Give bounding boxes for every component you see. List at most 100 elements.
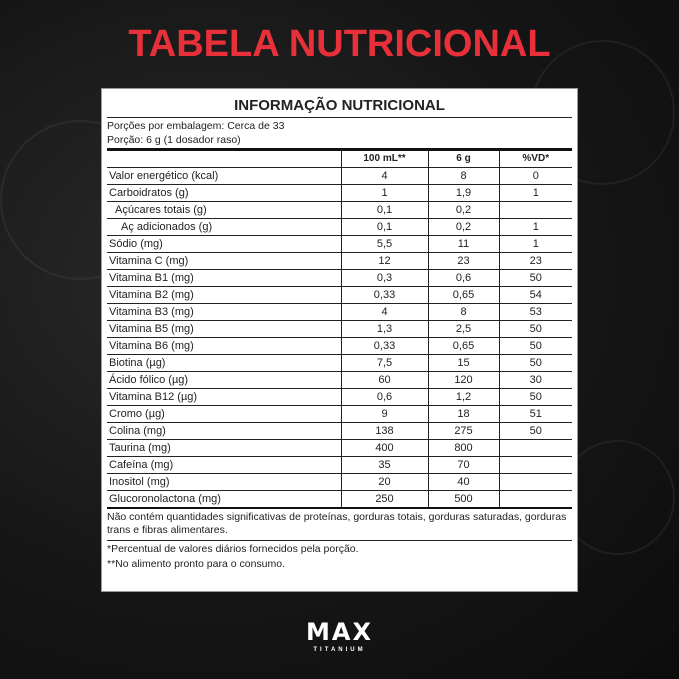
table-row: Vitamina B12 (µg) 0,6 1,2 50 <box>107 388 572 406</box>
table-row: Vitamina C (mg) 12 23 23 <box>107 252 572 270</box>
nutrient-value: 0,6 <box>427 269 499 287</box>
nutrient-value: 4 <box>340 167 428 185</box>
nutrient-name: Colina (mg) <box>107 422 341 440</box>
nutrient-value: 1 <box>498 184 572 202</box>
nutrient-name: Glucoronolactona (mg) <box>107 490 341 509</box>
nutrient-value: 0,1 <box>340 218 428 236</box>
portion-size: Porção: 6 g (1 dosador raso) <box>107 134 241 146</box>
nutrient-value: 70 <box>427 456 499 474</box>
table-row: Vitamina B6 (mg) 0,33 0,65 50 <box>107 337 572 355</box>
nutrient-name: Açúcares totais (g) <box>107 201 341 219</box>
nutrient-value: 53 <box>498 303 572 321</box>
table-row: Colina (mg) 138 275 50 <box>107 422 572 440</box>
nutrient-name: Taurina (mg) <box>107 439 341 457</box>
nutrient-name: Vitamina B1 (mg) <box>107 269 341 287</box>
nutrient-value: 800 <box>427 439 499 457</box>
not-significant-note: Não contém quantidades significativas de… <box>107 509 572 541</box>
nutrient-value: 11 <box>427 235 499 253</box>
nutrient-value: 12 <box>340 252 428 270</box>
nutrient-value <box>498 490 572 509</box>
nutrient-value: 4 <box>340 303 428 321</box>
nutrient-value: 1,9 <box>427 184 499 202</box>
nutrient-value: 0,65 <box>427 286 499 304</box>
nutrient-name: Cromo (µg) <box>107 405 341 423</box>
nutrient-value: 0 <box>498 167 572 185</box>
nutrient-name: Sódio (mg) <box>107 235 341 253</box>
nutrient-value: 15 <box>427 354 499 372</box>
table-row: Biotina (µg) 7,5 15 50 <box>107 354 572 372</box>
table-row: Cafeína (mg) 35 70 <box>107 456 572 474</box>
table-header-row: 100 mL** 6 g %VD* <box>107 149 572 168</box>
brand-logo: MAX TITANIUM <box>0 618 679 655</box>
nutrient-value: 400 <box>340 439 428 457</box>
nutrient-value: 2,5 <box>427 320 499 338</box>
nutrition-label: INFORMAÇÃO NUTRICIONAL Porções por embal… <box>101 88 578 592</box>
table-row: Aç adicionados (g) 0,1 0,2 1 <box>107 218 572 236</box>
nutrient-name: Carboidratos (g) <box>107 184 341 202</box>
nutrient-value: 50 <box>498 269 572 287</box>
servings-per-package: Porções por embalagem: Cerca de 33 <box>107 120 285 132</box>
nutrient-value: 9 <box>340 405 428 423</box>
nutrient-name: Valor energético (kcal) <box>107 167 341 185</box>
nutrient-value: 1,2 <box>427 388 499 406</box>
table-row: Inositol (mg) 20 40 <box>107 473 572 491</box>
nutrient-value <box>498 456 572 474</box>
nutrient-value: 0,1 <box>340 201 428 219</box>
nutrient-value: 0,33 <box>340 286 428 304</box>
nutrient-value: 50 <box>498 354 572 372</box>
nutrient-value: 23 <box>427 252 499 270</box>
nutrient-name: Vitamina B2 (mg) <box>107 286 341 304</box>
footnote: **No alimento pronto para o consumo. <box>107 558 286 570</box>
nutrient-name: Cafeína (mg) <box>107 456 341 474</box>
nutrient-value: 8 <box>427 303 499 321</box>
nutrient-name: Biotina (µg) <box>107 354 341 372</box>
nutrient-value: 0,3 <box>340 269 428 287</box>
nutrient-value: 51 <box>498 405 572 423</box>
nutrient-value: 0,2 <box>427 218 499 236</box>
nutrient-name: Aç adicionados (g) <box>107 218 341 236</box>
table-row: Ácido fólico (µg) 60 120 30 <box>107 371 572 389</box>
nutrient-value: 138 <box>340 422 428 440</box>
table-row: Glucoronolactona (mg) 250 500 <box>107 490 572 509</box>
table-row: Açúcares totais (g) 0,1 0,2 <box>107 201 572 219</box>
nutrient-value: 50 <box>498 422 572 440</box>
logo-text: MAX <box>306 618 373 646</box>
nutrient-value: 40 <box>427 473 499 491</box>
nutrient-value: 1 <box>498 218 572 236</box>
nutrient-value: 30 <box>498 371 572 389</box>
nutrient-value: 50 <box>498 337 572 355</box>
nutrient-value: 35 <box>340 456 428 474</box>
nutrient-value: 50 <box>498 320 572 338</box>
nutrient-value: 54 <box>498 286 572 304</box>
nutrient-name: Vitamina C (mg) <box>107 252 341 270</box>
table-row: Carboidratos (g) 1 1,9 1 <box>107 184 572 202</box>
page-title: TABELA NUTRICIONAL <box>128 23 551 65</box>
nutrient-value: 500 <box>427 490 499 509</box>
nutrient-value: 100 mL** <box>340 149 428 168</box>
nutrient-value: 0,2 <box>427 201 499 219</box>
nutrient-value: 23 <box>498 252 572 270</box>
table-row: Vitamina B5 (mg) 1,3 2,5 50 <box>107 320 572 338</box>
nutrient-value: 5,5 <box>340 235 428 253</box>
nutrient-value: %VD* <box>498 149 572 168</box>
nutrition-table: 100 mL** 6 g %VD* Valor energético (kcal) 4 8… <box>107 148 572 509</box>
nutrient-value: 0,6 <box>340 388 428 406</box>
nutrient-name: Inositol (mg) <box>107 473 341 491</box>
table-row: Valor energético (kcal) 4 8 0 <box>107 167 572 185</box>
nutrient-name: Vitamina B3 (mg) <box>107 303 341 321</box>
nutrient-value: 60 <box>340 371 428 389</box>
table-row: Taurina (mg) 400 800 <box>107 439 572 457</box>
nutrient-name: Vitamina B5 (mg) <box>107 320 341 338</box>
nutrient-value: 275 <box>427 422 499 440</box>
nutrient-value: 6 g <box>427 149 499 168</box>
nutrient-value <box>498 439 572 457</box>
nutrient-value: 18 <box>427 405 499 423</box>
nutrient-name: Vitamina B6 (mg) <box>107 337 341 355</box>
nutrient-value: 0,33 <box>340 337 428 355</box>
nutrient-value: 250 <box>340 490 428 509</box>
table-row: Vitamina B1 (mg) 0,3 0,6 50 <box>107 269 572 287</box>
nutrient-name: Vitamina B12 (µg) <box>107 388 341 406</box>
table-row: Vitamina B2 (mg) 0,33 0,65 54 <box>107 286 572 304</box>
footnote: *Percentual de valores diários fornecido… <box>107 543 359 555</box>
nutrient-value: 1,3 <box>340 320 428 338</box>
